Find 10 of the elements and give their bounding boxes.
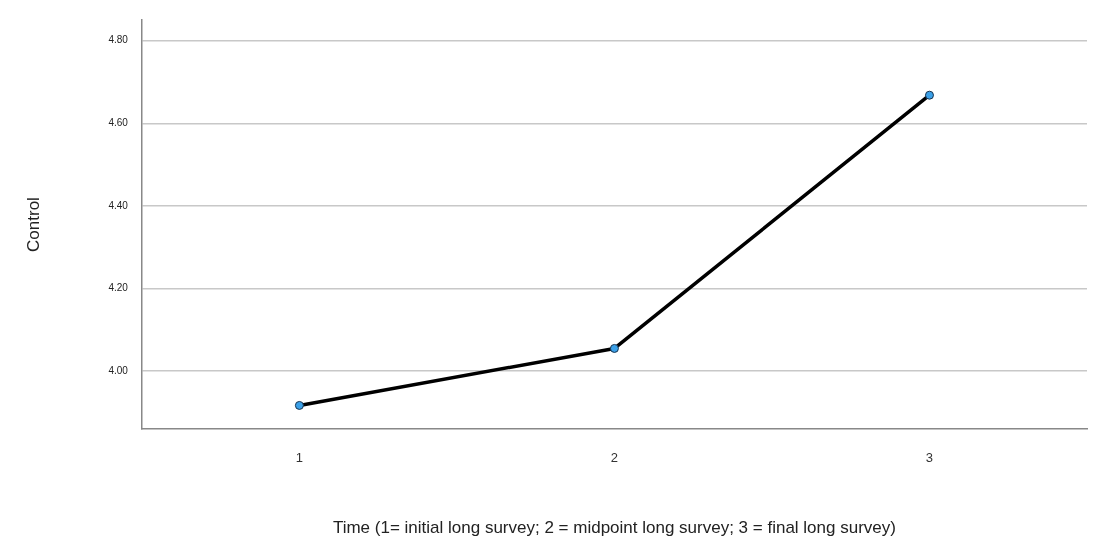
y-tick-label: 4.20 bbox=[108, 282, 129, 294]
y-tick-label: 4.00 bbox=[108, 364, 129, 376]
y-tick-label: 4.80 bbox=[108, 34, 129, 46]
x-tick-label: 2 bbox=[610, 450, 619, 466]
x-axis-title: Time (1= initial long survey; 2 = midpoint long survey; 3 = final long survey) bbox=[332, 518, 896, 538]
y-tick-label: 4.40 bbox=[108, 199, 129, 211]
x-tick-label: 1 bbox=[295, 450, 303, 466]
y-tick-label: 4.60 bbox=[108, 117, 129, 129]
x-tick-label: 3 bbox=[925, 450, 934, 466]
y-axis-title: Control bbox=[23, 197, 43, 252]
